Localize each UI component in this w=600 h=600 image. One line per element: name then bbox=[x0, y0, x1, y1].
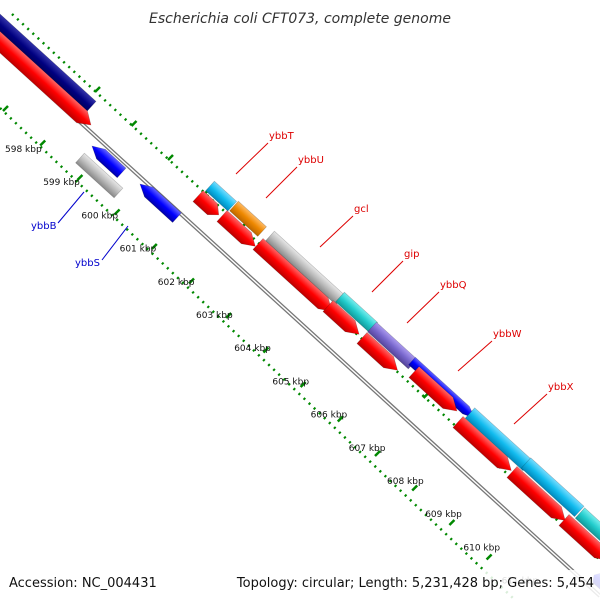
ruler-label: 606 kbp bbox=[311, 411, 348, 421]
feature-ybbB-rev[interactable] bbox=[88, 141, 127, 179]
major-tick bbox=[299, 381, 307, 388]
genome-backbone bbox=[0, 46, 600, 598]
feature-ybbU[interactable] bbox=[229, 200, 267, 237]
gene-label-text[interactable]: gcl bbox=[354, 204, 369, 215]
feature-red-7[interactable] bbox=[452, 416, 516, 476]
major-tick bbox=[485, 553, 493, 561]
ruler-label: 602 kbp bbox=[158, 278, 195, 288]
ruler-label: 608 kbp bbox=[387, 477, 424, 487]
gene-label-gip[interactable]: gip bbox=[371, 249, 419, 293]
major-tick bbox=[448, 519, 456, 526]
ruler-label: 609 kbp bbox=[425, 510, 462, 520]
gene-label-text[interactable]: ybbB bbox=[31, 221, 57, 232]
major-tick bbox=[130, 120, 138, 127]
major-tick bbox=[39, 139, 47, 147]
feature-red-8[interactable] bbox=[506, 466, 570, 526]
major-tick bbox=[150, 243, 158, 250]
ruler-label: 610 kbp bbox=[463, 543, 500, 553]
feature-red-4[interactable] bbox=[322, 300, 364, 339]
feature-red-top[interactable] bbox=[0, 17, 96, 131]
outer-tick-track bbox=[11, 13, 600, 561]
gene-label-callouts: ybbT ybbU gcl gip ybbQ ybbW ybbX ybbB ybbS bbox=[31, 131, 574, 425]
accession-text: Accession: NC_004431 bbox=[9, 576, 157, 591]
major-tick bbox=[374, 450, 381, 457]
gene-label-text[interactable]: gip bbox=[404, 249, 419, 260]
major-tick bbox=[225, 312, 233, 319]
gene-label-text[interactable]: ybbT bbox=[269, 131, 295, 142]
feature-red-6[interactable] bbox=[408, 366, 462, 416]
ruler-label: 605 kbp bbox=[272, 377, 309, 387]
gene-label-ybbB[interactable]: ybbB bbox=[31, 191, 85, 232]
feature-ybbS-gray[interactable] bbox=[75, 152, 124, 199]
major-tick bbox=[262, 346, 270, 354]
feature-cyan-2[interactable] bbox=[520, 457, 585, 518]
gene-label-ybbT[interactable]: ybbT bbox=[235, 131, 295, 175]
feature-teal-edge[interactable] bbox=[574, 507, 600, 546]
feature-red-2[interactable] bbox=[216, 210, 260, 251]
gene-label-text[interactable]: ybbU bbox=[298, 155, 324, 166]
major-tick bbox=[113, 208, 121, 216]
ruler-label: 598 kbp bbox=[5, 145, 42, 155]
feature-red-1[interactable] bbox=[192, 190, 224, 220]
feature-red-5[interactable] bbox=[356, 332, 403, 375]
major-tick bbox=[2, 105, 9, 112]
gene-label-ybbX[interactable]: ybbX bbox=[513, 382, 574, 425]
ruler-label: 601 kbp bbox=[120, 245, 157, 255]
gene-label-ybbU[interactable]: ybbU bbox=[265, 155, 324, 199]
major-tick bbox=[411, 484, 419, 492]
major-tick bbox=[188, 277, 195, 285]
feature-ybbT[interactable] bbox=[205, 180, 237, 212]
gene-label-text[interactable]: ybbX bbox=[548, 382, 574, 393]
major-tick bbox=[336, 415, 344, 423]
topology-text: Topology: circular; Length: 5,231,428 bp… bbox=[236, 576, 594, 591]
feature-ybbS-rev[interactable] bbox=[136, 179, 182, 223]
gene-label-ybbW[interactable]: ybbW bbox=[457, 329, 522, 372]
gene-label-text[interactable]: ybbS bbox=[75, 258, 100, 269]
gene-label-ybbS[interactable]: ybbS bbox=[75, 225, 129, 269]
gene-label-text[interactable]: ybbW bbox=[493, 329, 522, 340]
gene-label-text[interactable]: ybbQ bbox=[440, 280, 467, 291]
ruler-label: 607 kbp bbox=[349, 444, 386, 454]
major-tick bbox=[94, 86, 101, 93]
feature-ybbQ[interactable] bbox=[367, 321, 418, 370]
gene-label-ybbQ[interactable]: ybbQ bbox=[406, 280, 467, 324]
feature-red-9[interactable] bbox=[558, 514, 600, 565]
ruler-label: 603 kbp bbox=[196, 311, 233, 321]
feature-ybbX[interactable] bbox=[464, 407, 533, 472]
kbp-ruler-labels: 598 kbp 599 kbp 600 kbp 601 kbp 602 kbp 603 k… bbox=[5, 145, 539, 587]
forward-strand-features bbox=[0, 0, 600, 565]
ruler-label: 604 kbp bbox=[234, 344, 271, 354]
ruler-label: 600 kbp bbox=[81, 211, 118, 221]
footer-bar bbox=[0, 570, 600, 600]
ruler-label: 599 kbp bbox=[43, 178, 80, 188]
major-tick bbox=[167, 154, 174, 161]
gene-label-gcl[interactable]: gcl bbox=[319, 204, 369, 248]
major-tick bbox=[76, 174, 84, 181]
genome-title: Escherichia coli CFT073, complete genome bbox=[149, 11, 451, 27]
